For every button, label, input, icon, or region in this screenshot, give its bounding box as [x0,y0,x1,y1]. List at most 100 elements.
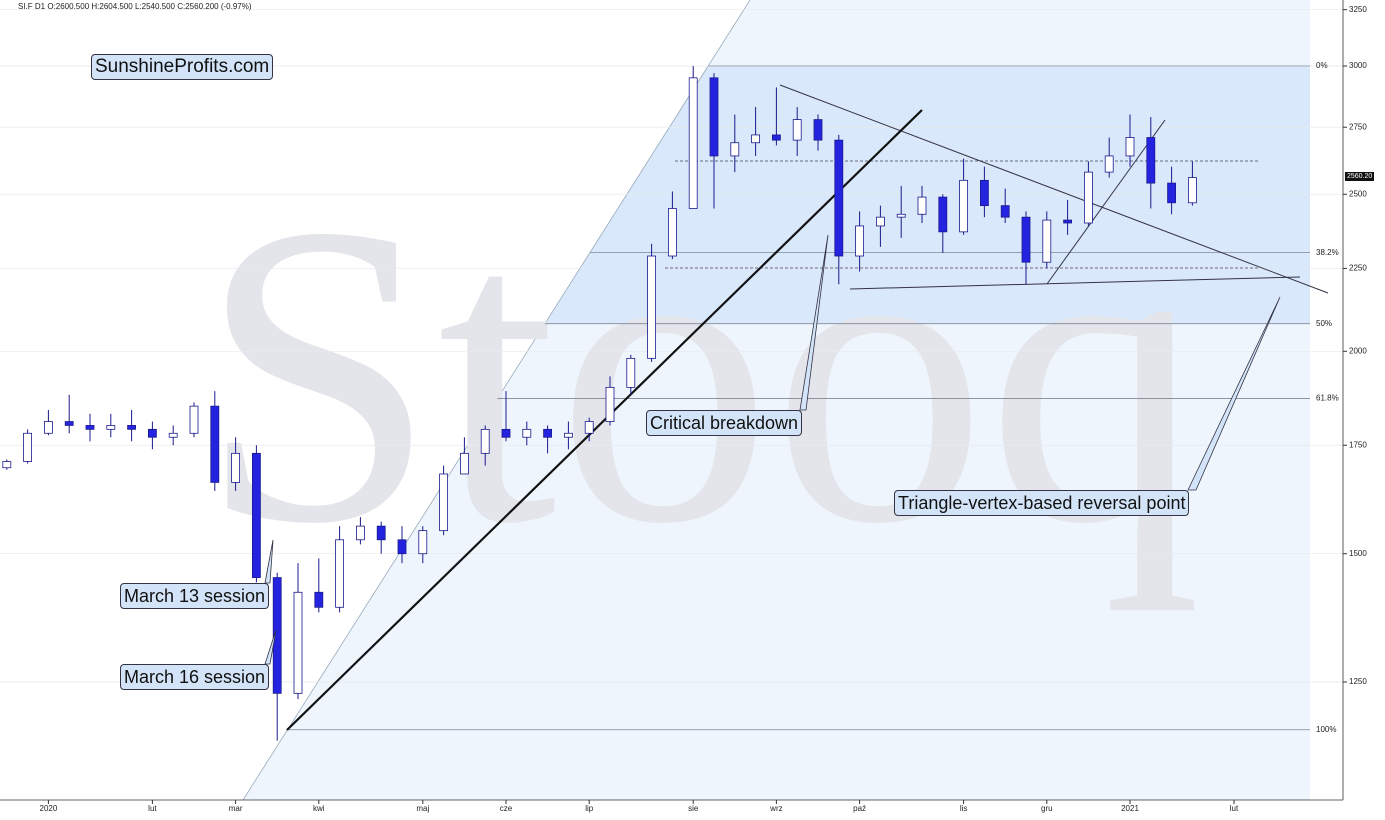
candle-body [772,134,781,141]
x-tick-label: gru [1041,804,1053,813]
x-tick-label: 2021 [1121,804,1139,813]
x-tick-label: lut [148,804,157,813]
y-tick-label: 1500 [1349,549,1367,558]
candle-body [1104,155,1114,173]
candle-body [896,213,906,218]
y-tick-label: 2000 [1349,346,1367,355]
candle-body [1021,216,1031,263]
annotation: March 16 session [120,664,270,690]
triangle-lower [849,276,1301,290]
candle-body [668,208,677,257]
candle-body [501,428,511,438]
candle-body [1125,137,1135,157]
candle-body [688,77,698,209]
x-tick-label: lut [1230,804,1239,813]
candle-body [293,591,303,694]
candle-body [876,216,885,227]
support-trend [286,109,923,731]
candle-body [189,405,199,434]
fib-label: 38.2% [1316,248,1339,257]
callout-pointer [1187,296,1281,491]
x-tick-label: paź [853,804,866,813]
candle-body [397,539,407,555]
candle-body [834,139,844,257]
candle-body [1167,182,1176,204]
candle-body [106,425,116,430]
candle-body [439,473,449,532]
candle-body [418,530,428,555]
candle-body [730,142,740,157]
candle-body [1042,219,1052,263]
candle-body [459,452,469,475]
x-tick-label: lip [585,804,594,813]
candle-body [855,225,864,257]
candle-body [1000,205,1010,218]
fib-label: 50% [1316,319,1332,328]
annotation: Triangle-vertex-based reversal point [894,490,1190,516]
candle-body [564,432,573,438]
x-tick-label: kwi [313,804,325,813]
candles [2,65,1197,741]
candle-body [584,421,594,434]
fan-line [242,0,751,801]
watermark: Stooq [198,137,1202,613]
x-tick-label: sie [688,804,699,813]
candle-body [44,421,53,434]
last-price: 2560.20 [1345,172,1375,181]
candle-body [938,196,948,233]
candle-body [980,179,989,207]
triangle-upper [779,84,1329,294]
candle-body [792,119,802,141]
candle-body [168,432,178,438]
candle-body [1188,177,1197,204]
candle-body [543,428,552,438]
candle-body [1146,137,1156,184]
rising-line [1046,119,1166,285]
y-tick-label: 2750 [1349,122,1367,131]
candle-body [335,539,345,608]
x-tick-label: mar [229,804,243,813]
candle-body [709,77,719,157]
fib-levels: 0% 38.2% 50% 61.8% 100% [287,61,1339,734]
y-tick-label: 1250 [1349,677,1367,686]
fib-label: 0% [1316,61,1328,70]
grid: 1250 1500 1750 2000 2250 2500 2750 3000 3250 2020… [0,5,1367,813]
candle-body [2,461,12,469]
candle-body [917,196,927,215]
candle-body [605,386,615,422]
candle-body [813,119,823,141]
x-tick-label: wrz [769,804,782,813]
y-tick-label: 1750 [1349,440,1367,449]
annotation: March 13 session [120,583,270,609]
candle-body [647,255,656,359]
candle-body [1084,171,1093,224]
candle-body [85,425,95,430]
chart-title: SI.F D1 O:2600.500 H:2604.500 L:2540.500… [18,2,252,11]
fib-zone [545,67,1310,323]
candle-body [314,591,324,608]
x-tick-label: 2020 [40,804,58,813]
x-tick-label: cze [500,804,513,813]
candle-body [272,577,282,694]
candle-body [522,428,532,438]
x-tick-label: maj [416,804,429,813]
y-tick-label: 3250 [1349,5,1367,14]
candle-body [147,428,157,438]
candle-body [210,405,220,483]
candle-body [355,525,365,541]
candle-body [480,428,490,454]
candle-body [751,134,760,144]
fib-label: 61.8% [1316,394,1339,403]
candle-body [231,452,241,483]
y-tick-label: 3000 [1349,61,1367,70]
y-tick-label: 2500 [1349,189,1367,198]
candle-body [959,179,968,233]
candle-body [64,421,74,426]
fib-label: 100% [1316,725,1336,734]
candle-body [376,525,386,541]
y-tick-label: 2250 [1349,264,1367,273]
callout-pointer [799,234,829,411]
candle-body [1063,219,1072,224]
